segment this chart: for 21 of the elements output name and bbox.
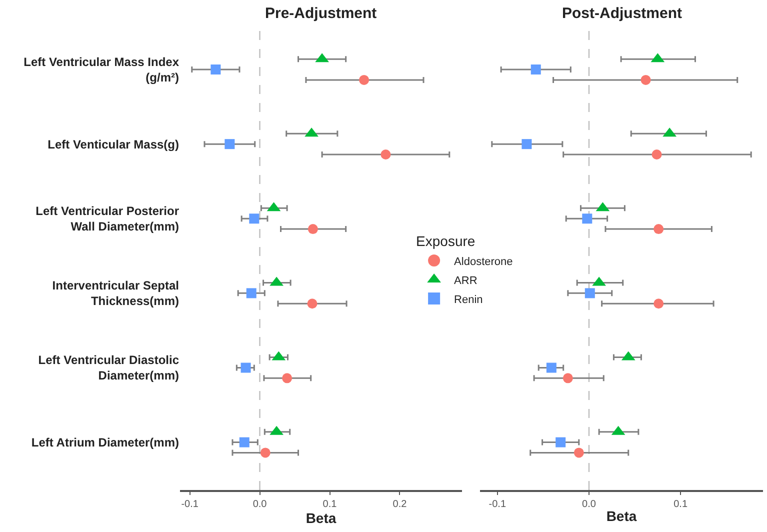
x-axis-title: Beta [306,510,336,526]
x-tick-label: 0.0 [582,499,596,510]
y-tick-label: Left Ventricular Diastolic Diameter(mm) [38,353,180,383]
legend-title: Exposure [416,233,476,249]
y-tick-label: Left Atrium Diameter(mm) [31,435,179,450]
y-tick-label: Left Ventricular Mass Index (g/m²) [24,54,180,85]
x-tick-label: 0.2 [392,499,408,510]
y-tick-label: Left Venticular Mass(g) [48,137,179,152]
x-tick-label: -0.1 [181,499,199,510]
x-axis-title: Beta [606,508,637,524]
x-tick-label: -0.1 [488,499,506,510]
legend-label: ARR [454,274,478,287]
y-tick-label: Interventricular Septal Thickness(mm) [52,278,179,308]
legend-label: Renin [454,294,483,306]
chart-title: Pre-Adjustment [265,5,377,22]
x-tick-label: 0.0 [252,499,268,510]
y-tick-label: Left Ventricular Posterior Wall Diameter(mm) [36,204,180,234]
legend-label: Aldosterone [454,256,513,268]
x-tick-label: 0.1 [322,499,338,510]
chart-title: Post-Adjustment [562,5,682,22]
x-tick-label: 0.1 [674,499,688,510]
